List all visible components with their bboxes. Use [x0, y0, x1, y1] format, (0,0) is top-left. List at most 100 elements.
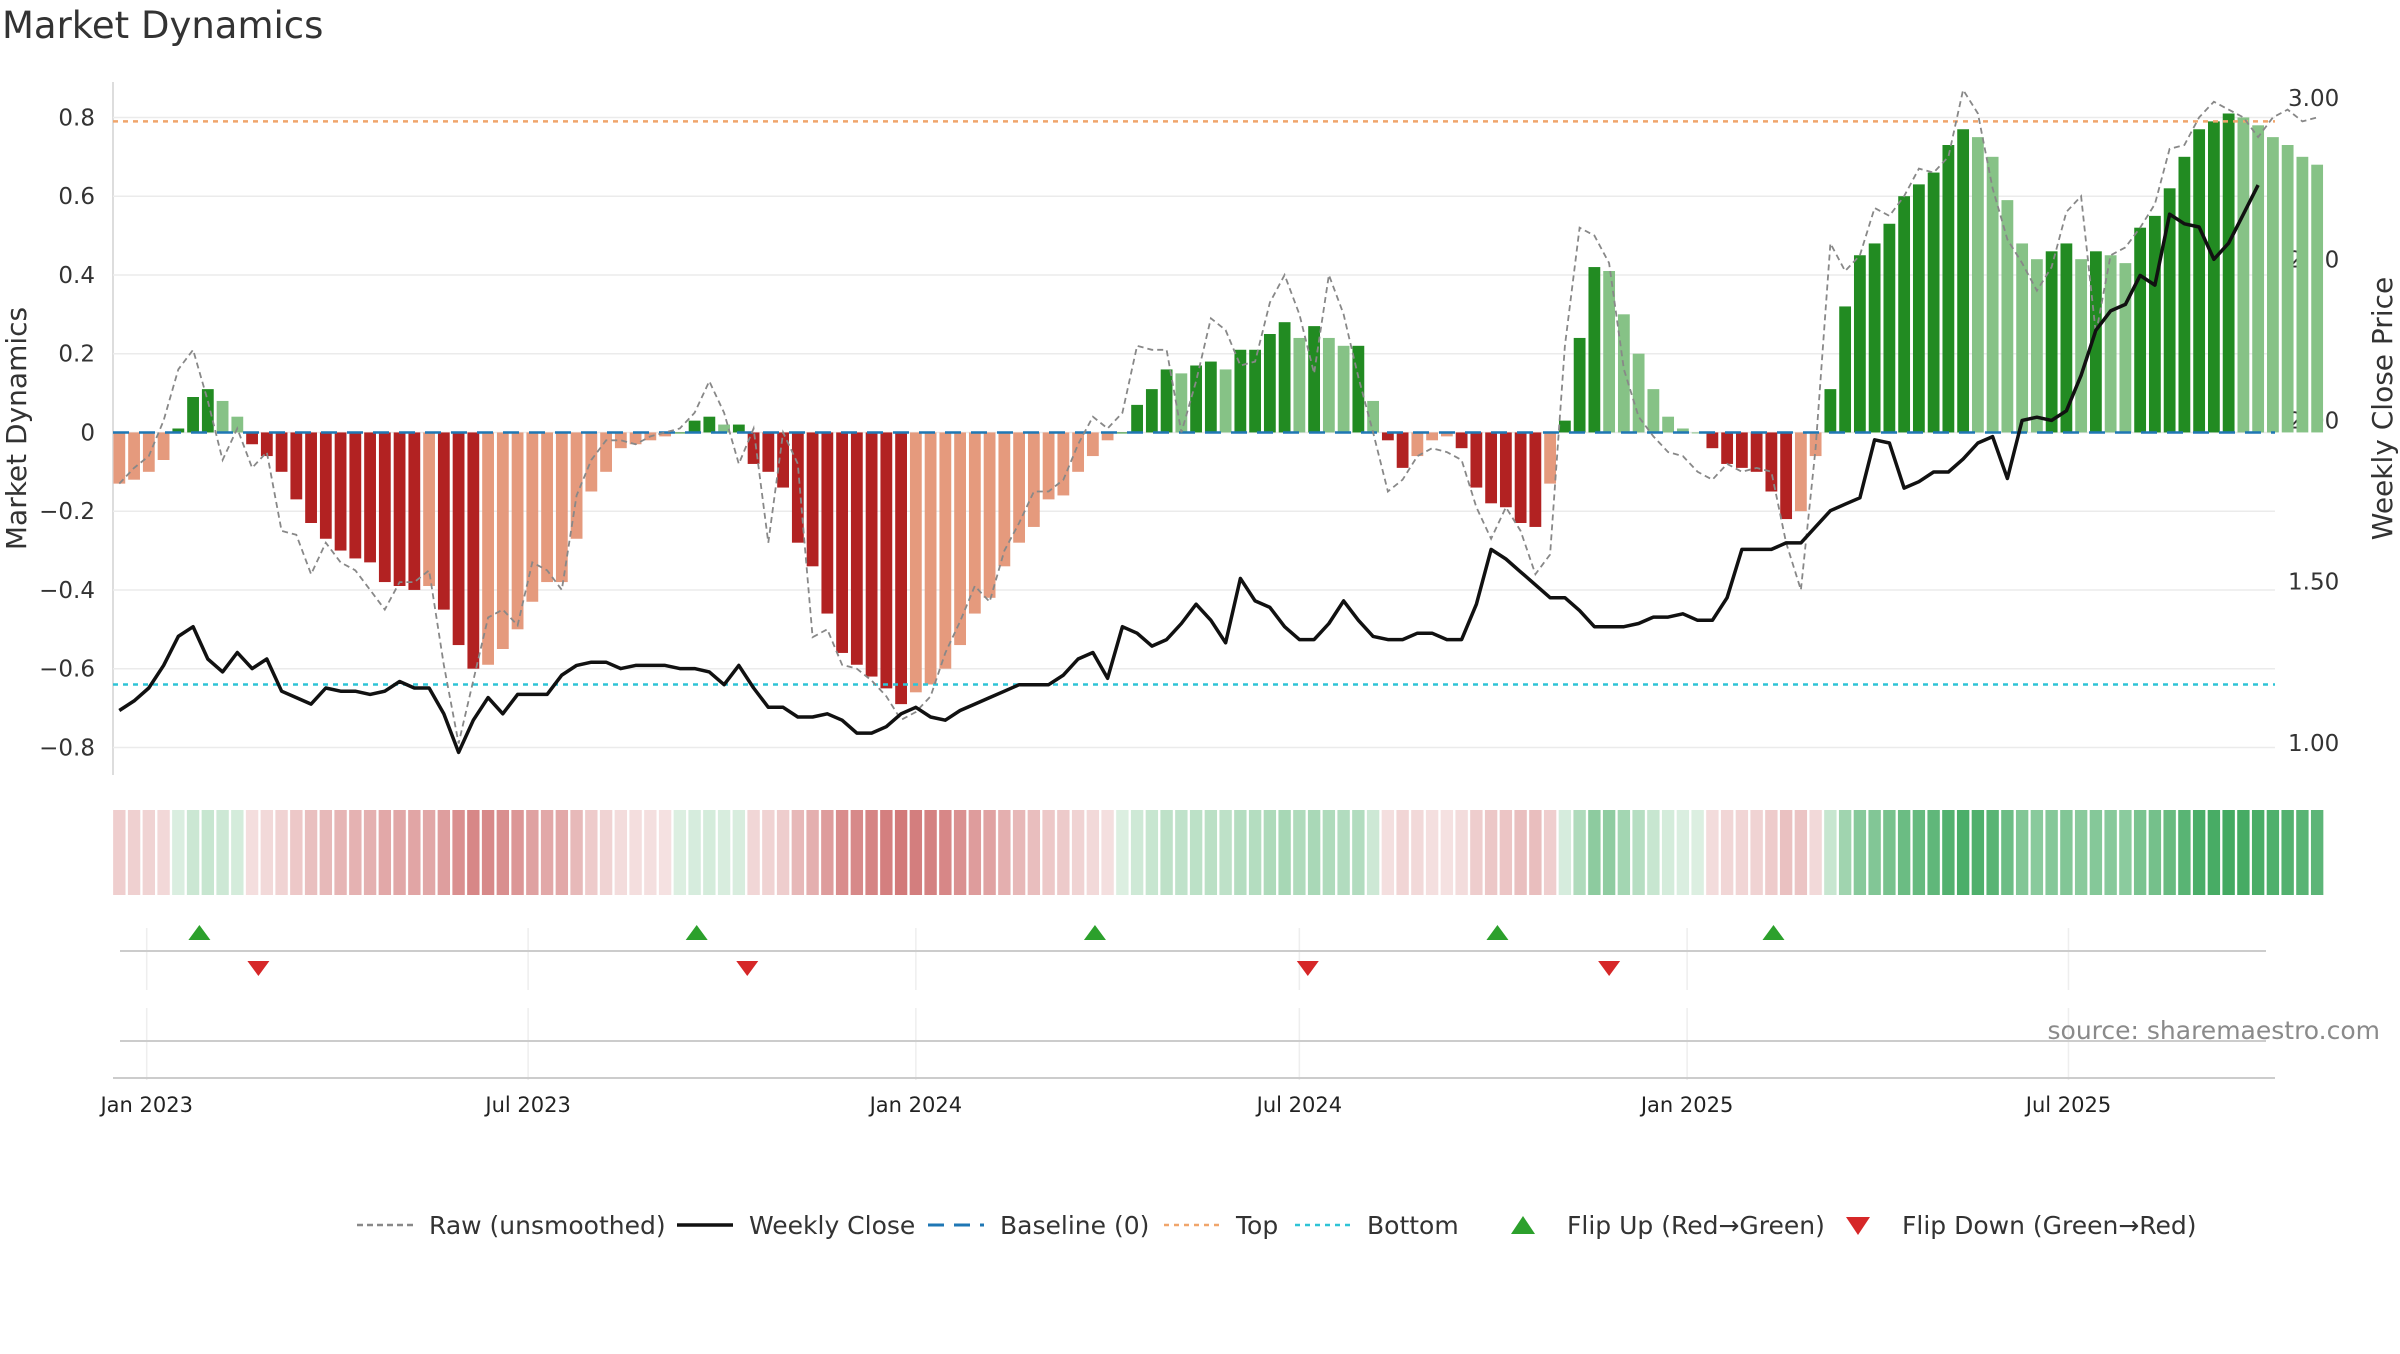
market-dynamics-bar [865, 432, 878, 677]
heat-strip-cell [1676, 810, 1690, 895]
heat-strip-cell [2015, 810, 2029, 895]
market-dynamics-bar [1558, 420, 1571, 433]
market-dynamics-bar [1381, 432, 1394, 441]
heat-strip-cell [481, 810, 495, 895]
heat-strip-cell [1411, 810, 1424, 895]
heat-strip-cell [776, 810, 790, 895]
market-dynamics-bar [1470, 432, 1483, 488]
heat-strip-cell [1529, 810, 1542, 895]
market-dynamics-bar [1440, 432, 1453, 437]
heat-strip-cell [1307, 810, 1321, 895]
market-dynamics-bar [1603, 271, 1616, 433]
heat-strip-cell [1293, 810, 1306, 895]
legend-label: Weekly Close [749, 1211, 915, 1240]
market-dynamics-bar [732, 424, 745, 433]
legend-label: Baseline (0) [1000, 1211, 1149, 1240]
heat-strip-cell [1440, 810, 1454, 895]
heat-strip-cell [290, 810, 303, 895]
flip-up-marker [1762, 925, 1785, 940]
heat-strip-cell [2060, 810, 2073, 895]
heat-strip-cell [1573, 810, 1586, 895]
heat-strip-cell [526, 810, 539, 895]
heat-strip-cell [644, 810, 657, 895]
heat-strip-cell [658, 810, 672, 895]
market-dynamics-bar [1249, 349, 1262, 433]
heat-strip-cell [260, 810, 274, 895]
market-dynamics-bar [1617, 314, 1630, 433]
heat-strip-cell [629, 810, 642, 895]
market-dynamics-bar [1942, 145, 1955, 433]
heat-strip-cell [1499, 810, 1513, 895]
heat-strip-cell [939, 810, 952, 895]
flip-up-marker [685, 925, 708, 940]
market-dynamics-bar [998, 432, 1011, 567]
x-tick-label: Jul 2023 [483, 1093, 570, 1117]
market-dynamics-bar [2119, 263, 2132, 433]
market-dynamics-bar [1426, 432, 1439, 441]
heat-strip-cell [2163, 810, 2176, 895]
heat-strip-cell [1175, 810, 1188, 895]
market-dynamics-bar [1190, 365, 1203, 433]
heat-strip-cell [1514, 810, 1527, 895]
heat-strip-cell [1042, 810, 1055, 895]
heat-strip-cell [1248, 810, 1262, 895]
market-dynamics-bar [231, 416, 244, 433]
legend-swatch-flip-up [1511, 1216, 1535, 1234]
market-dynamics-bar [1632, 353, 1645, 433]
heat-strip-cell [688, 810, 701, 895]
heat-strip-cell [614, 810, 628, 895]
heat-strip-cell [319, 810, 333, 895]
heat-strip-cell [791, 810, 805, 895]
heat-strip-cell [1588, 810, 1601, 895]
heat-strip-cell [953, 810, 967, 895]
heat-strip-cell [2119, 810, 2132, 895]
market-dynamics-bar [172, 428, 185, 433]
heat-strip-cell [1617, 810, 1631, 895]
market-dynamics-bar [393, 432, 406, 586]
market-dynamics-bar [2148, 215, 2161, 433]
heat-strip-cell [437, 810, 451, 895]
heat-strip-cell [1971, 810, 1985, 895]
market-dynamics-bar [1794, 432, 1807, 512]
market-dynamics-bar [1263, 334, 1276, 433]
flip-down-marker [1296, 961, 1319, 976]
heat-strip-cell [422, 810, 436, 895]
flip-up-marker [188, 925, 211, 940]
y-left-tick-label: 0.6 [58, 184, 95, 210]
market-dynamics-bar [600, 432, 612, 472]
market-dynamics-bar [1706, 432, 1719, 449]
heat-strip-cell [201, 810, 215, 895]
heat-strip-cell [496, 810, 510, 895]
market-dynamics-bar [260, 432, 273, 457]
heat-strip-cell [275, 810, 288, 895]
market-dynamics-bar [747, 432, 760, 464]
market-dynamics-bar [2001, 200, 2014, 433]
market-dynamics-bar [467, 432, 480, 669]
market-dynamics-bar [2296, 156, 2309, 433]
heat-strip-cell [1366, 810, 1380, 895]
flip-down-marker [736, 961, 759, 976]
heat-strip-cell [924, 810, 937, 895]
market-dynamics-bar [290, 432, 303, 500]
market-dynamics-bar [1544, 432, 1557, 484]
heat-strip-cell [865, 810, 878, 895]
heat-strip-cell [673, 810, 687, 895]
market-dynamics-bar [939, 432, 952, 669]
heat-strip-cell [1145, 810, 1159, 895]
market-dynamics-bar [1499, 432, 1512, 508]
y-left-tick-label: 0.2 [58, 342, 95, 368]
heat-strip-cell [1470, 810, 1483, 895]
heat-strip-cell [1012, 810, 1026, 895]
heat-strip-cell [2045, 810, 2058, 895]
market-dynamics-bar [954, 432, 966, 646]
market-dynamics-bar [895, 432, 907, 705]
market-dynamics-bar [1396, 432, 1409, 468]
heat-strip-cell [1765, 810, 1778, 895]
market-dynamics-bar [496, 432, 509, 649]
heat-strip-cell [1234, 810, 1247, 895]
y-left-tick-label: −0.8 [39, 735, 95, 761]
market-dynamics-bar [880, 432, 893, 689]
y-right-tick-label: 3.00 [2288, 86, 2339, 112]
